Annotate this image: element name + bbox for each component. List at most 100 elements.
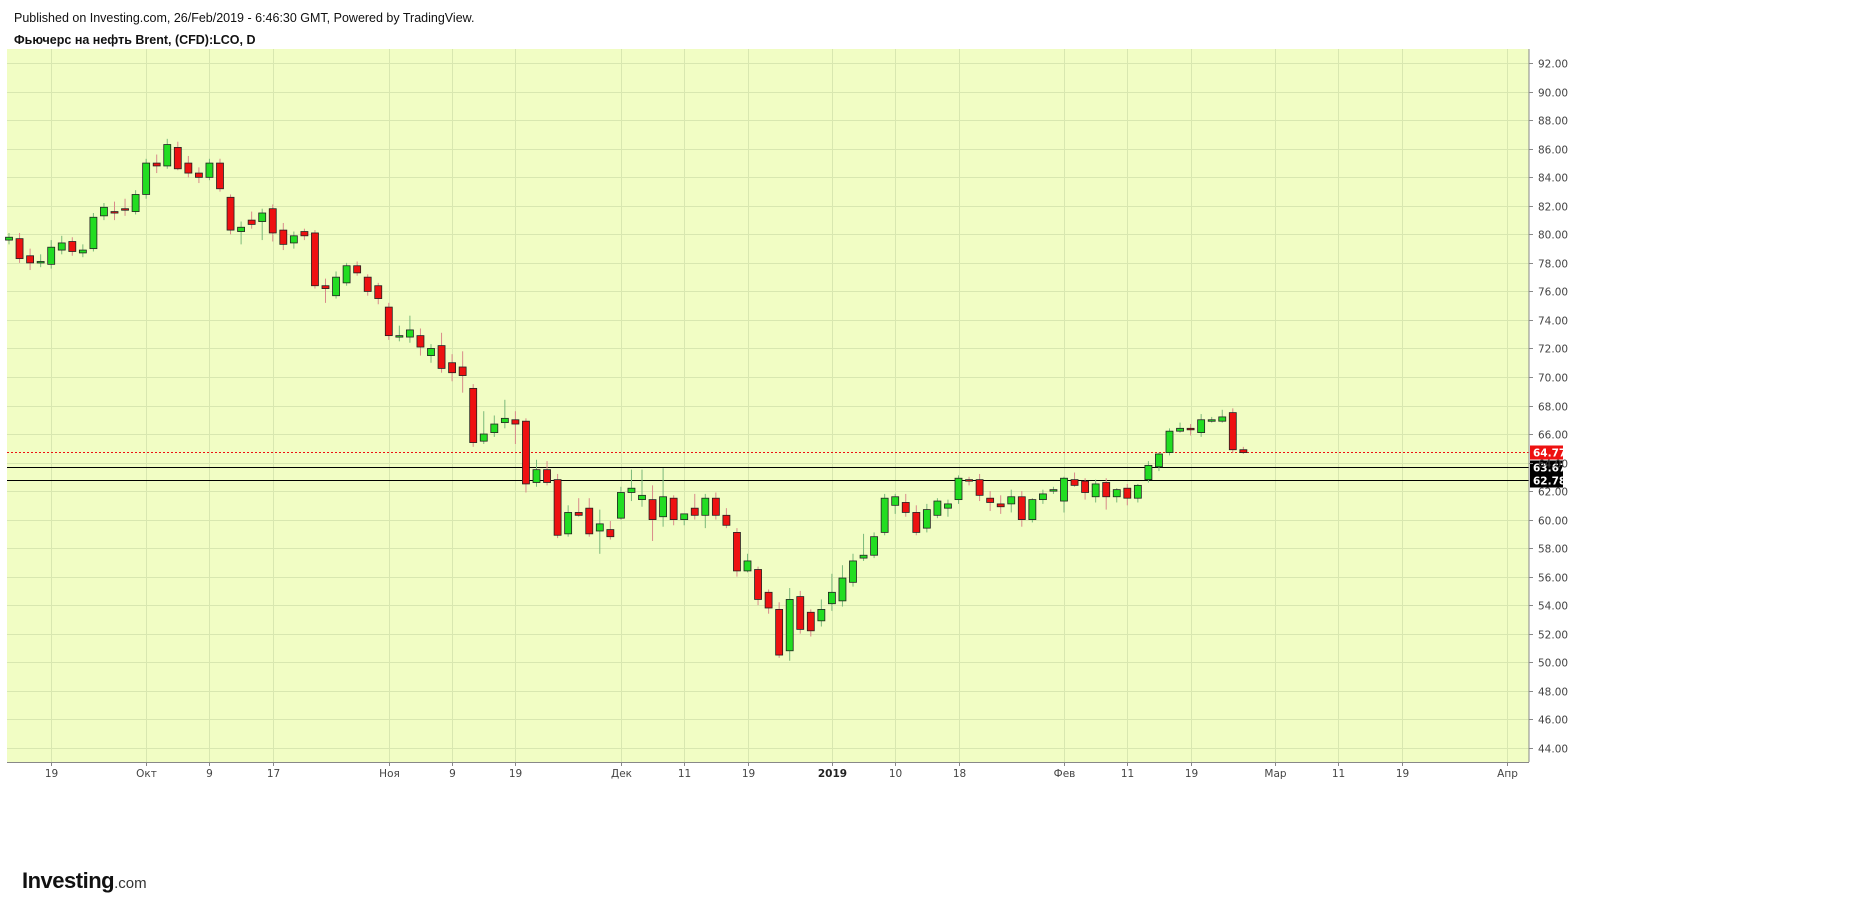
- candle: [405, 315, 414, 343]
- y-tick-label: 90.00: [1538, 88, 1568, 100]
- candle: [110, 201, 119, 221]
- candle-body: [1155, 453, 1163, 468]
- candle: [574, 498, 583, 517]
- x-tick-label: 10: [889, 768, 902, 780]
- candle: [1218, 409, 1227, 423]
- candle-body: [859, 554, 868, 559]
- candle-body: [100, 206, 108, 217]
- candle-body: [564, 512, 573, 535]
- candle-body: [1228, 412, 1237, 451]
- candle-body: [173, 146, 182, 170]
- candle: [300, 228, 309, 241]
- candle-body: [26, 255, 35, 264]
- candle-body: [458, 366, 467, 376]
- candle-body: [1218, 416, 1227, 422]
- candle: [1070, 472, 1079, 487]
- x-axis: 19 Окт 9 17 Ноя 9 19 Дек 11 19 2019 10 18 Фев 11 19 Мар 1…: [7, 762, 1529, 780]
- candle: [237, 221, 246, 245]
- candle: [458, 351, 467, 393]
- candle-body: [490, 423, 499, 433]
- y-tick-label: 86.00: [1538, 145, 1568, 157]
- candle: [806, 609, 815, 637]
- y-tick-label: 66.00: [1538, 430, 1568, 442]
- candle: [1207, 416, 1216, 423]
- candle-body: [268, 208, 277, 234]
- candle: [47, 240, 56, 269]
- candle-body: [870, 536, 878, 556]
- candle-body: [638, 494, 646, 501]
- x-tick-label: 19: [509, 768, 522, 780]
- candle-body: [1049, 489, 1058, 492]
- candle: [289, 231, 298, 249]
- candle: [5, 232, 13, 245]
- candle-body: [258, 212, 267, 222]
- candle-body: [511, 419, 520, 425]
- x-tick-label: Мар: [1264, 768, 1286, 780]
- x-tick-label: 19: [1396, 768, 1409, 780]
- candle: [775, 602, 784, 658]
- candle: [859, 533, 868, 561]
- candle: [838, 565, 847, 607]
- candle-body: [817, 609, 826, 622]
- candle-body: [986, 497, 995, 503]
- candle: [754, 566, 762, 606]
- candle: [965, 476, 973, 486]
- candle: [785, 588, 794, 661]
- x-tick-label: 11: [1121, 768, 1134, 780]
- candle: [15, 232, 24, 263]
- candle: [1186, 424, 1195, 436]
- candle: [996, 495, 1005, 514]
- y-tick-label: 68.00: [1538, 402, 1568, 414]
- candle-body: [1060, 477, 1068, 502]
- candle: [1060, 476, 1068, 513]
- candle: [796, 590, 805, 634]
- candle: [828, 573, 836, 611]
- candle: [880, 493, 889, 536]
- candle-body: [78, 249, 87, 254]
- y-tick-label: 44.00: [1538, 744, 1568, 756]
- candle: [490, 415, 499, 437]
- candle: [595, 509, 604, 554]
- grid: [7, 49, 1529, 762]
- candle-body: [89, 216, 98, 250]
- candle-body: [247, 219, 256, 225]
- candle-body: [754, 569, 762, 600]
- candle: [680, 513, 689, 526]
- candle-body: [891, 496, 900, 506]
- candle: [332, 271, 340, 299]
- candle: [1102, 478, 1111, 510]
- x-tick-label: Фев: [1054, 768, 1076, 780]
- candle-body: [500, 417, 509, 424]
- y-tick-label: 78.00: [1538, 259, 1568, 271]
- candle: [342, 262, 351, 286]
- published-info: Published on Investing.com, 26/Feb/2019 …: [14, 11, 475, 25]
- candle-body: [395, 335, 404, 338]
- candle: [226, 194, 235, 235]
- candle-body: [237, 226, 246, 232]
- candle-body: [311, 232, 319, 287]
- candle-body: [300, 231, 309, 237]
- candle: [975, 473, 984, 502]
- candle: [78, 244, 87, 258]
- candle: [121, 198, 129, 216]
- candle-body: [1123, 487, 1132, 499]
- candle: [733, 528, 741, 577]
- candle-body: [384, 306, 393, 337]
- candle-body: [849, 560, 857, 583]
- candles: [5, 138, 1248, 661]
- candle: [659, 468, 667, 527]
- y-tick-label: 80.00: [1538, 230, 1568, 242]
- symbol-title: Фьючерс на нефть Brent, (CFD):LCO, D: [14, 33, 256, 47]
- candle: [1144, 461, 1153, 483]
- plot-area[interactable]: [7, 49, 1529, 762]
- candle: [36, 254, 45, 268]
- candle-body: [194, 172, 203, 178]
- candle-body: [363, 276, 372, 292]
- candle-body: [1197, 419, 1206, 433]
- candle-body: [448, 362, 457, 374]
- candle: [1239, 446, 1248, 454]
- candle-body: [332, 276, 340, 297]
- candle: [1123, 483, 1132, 506]
